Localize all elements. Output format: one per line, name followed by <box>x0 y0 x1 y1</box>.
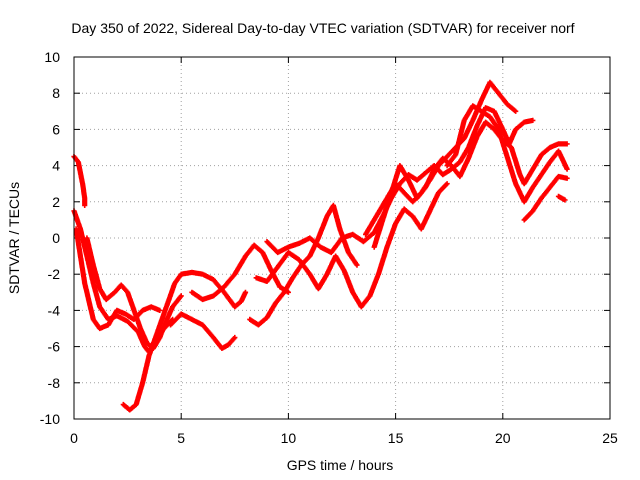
series-track-i <box>253 181 450 310</box>
series-track-d <box>84 235 184 351</box>
x-tick-label: 5 <box>177 430 185 446</box>
x-tick-label: 20 <box>495 430 511 446</box>
y-tick-label: 4 <box>52 158 60 174</box>
y-tick-label: -6 <box>48 339 61 355</box>
series-track-m <box>444 103 570 205</box>
marker-trace <box>363 79 519 237</box>
series-track-c <box>73 226 163 332</box>
y-tick-label: -10 <box>40 411 60 427</box>
marker-trace <box>264 105 536 256</box>
y-tick-label: 6 <box>52 121 60 137</box>
series-track-g <box>189 242 291 303</box>
x-tick-label: 15 <box>388 430 404 446</box>
y-tick-label: -4 <box>48 302 61 318</box>
marker-trace <box>521 173 570 223</box>
y-axis-label: SDTVAR / TECUs <box>6 182 22 294</box>
marker-trace <box>247 202 360 328</box>
y-tick-label: 10 <box>44 49 60 65</box>
marker-trace <box>189 242 291 303</box>
marker-trace <box>555 193 568 203</box>
data-series <box>71 79 570 413</box>
marker-trace <box>84 235 184 351</box>
x-tick-label: 10 <box>281 430 297 446</box>
series-track-n <box>521 173 570 223</box>
marker-trace <box>120 269 249 413</box>
series-track-o <box>555 193 568 203</box>
y-tick-label: 0 <box>52 230 60 246</box>
marker-trace <box>167 311 238 351</box>
y-tick-label: 2 <box>52 194 60 210</box>
marker-trace <box>444 103 570 205</box>
x-axis-label: GPS time / hours <box>287 457 394 473</box>
series-track-j <box>264 105 536 256</box>
series-track-h <box>247 202 360 328</box>
series-track-f <box>167 311 238 351</box>
chart-title: Day 350 of 2022, Sidereal Day-to-day VTE… <box>71 20 574 36</box>
marker-trace <box>253 181 450 310</box>
x-tick-label: 0 <box>70 430 78 446</box>
series-track-l <box>363 79 519 237</box>
y-tick-label: -2 <box>48 266 61 282</box>
x-tick-label: 25 <box>602 430 618 446</box>
y-tick-label: 8 <box>52 85 60 101</box>
plot-frame <box>73 56 611 420</box>
y-tick-label: -8 <box>48 375 61 391</box>
series-track-e <box>120 269 249 413</box>
marker-trace <box>73 226 163 332</box>
tick-labels: 0 5 10 15 20 25 -10 -8 -6 -4 -2 0 2 4 6 8 10 <box>40 49 618 446</box>
